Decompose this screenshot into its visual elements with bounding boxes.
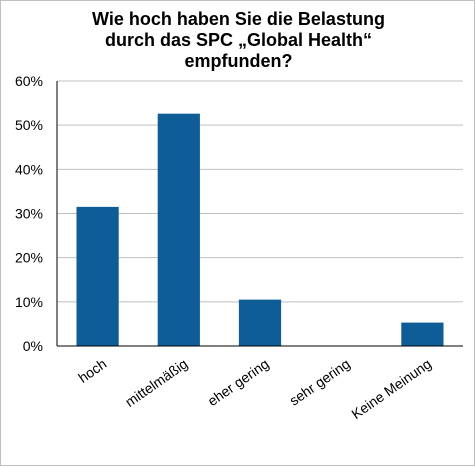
bar bbox=[238, 299, 282, 346]
chart-title: Wie hoch haben Sie die Belastung durch d… bbox=[1, 9, 475, 72]
x-tick-label: eher gering bbox=[205, 355, 272, 409]
y-tick-label: 40% bbox=[15, 161, 43, 177]
y-tick-label: 0% bbox=[23, 338, 43, 354]
bar bbox=[401, 322, 444, 346]
chart-title-line-3: empfunden? bbox=[184, 51, 293, 71]
x-tick-label: sehr gering bbox=[286, 355, 353, 408]
y-tick-label: 30% bbox=[15, 206, 43, 222]
y-tick-label: 50% bbox=[15, 117, 43, 133]
axes bbox=[56, 81, 463, 347]
x-axis-tick-labels: hoch mittelmäßig eher gering sehr geringKei… bbox=[75, 355, 434, 422]
y-tick-label: 10% bbox=[15, 294, 43, 310]
y-tick-label: 20% bbox=[15, 250, 43, 266]
chart-title-line-1: Wie hoch haben Sie die Belastung bbox=[92, 9, 385, 29]
x-tick-label: Keine Meinung bbox=[348, 355, 434, 422]
y-axis-tick-labels: 0% 10% 20% 30% 40% 50% 60% bbox=[15, 73, 43, 354]
x-tick-label: mittelmäßig bbox=[122, 355, 190, 410]
x-tick-label: hoch bbox=[75, 355, 109, 386]
chart-title-line-2: durch das SPC „Global Health“ bbox=[104, 30, 373, 50]
y-tick-label: 60% bbox=[15, 73, 43, 89]
bar bbox=[157, 113, 200, 346]
bar bbox=[76, 206, 119, 346]
bars bbox=[76, 113, 444, 346]
